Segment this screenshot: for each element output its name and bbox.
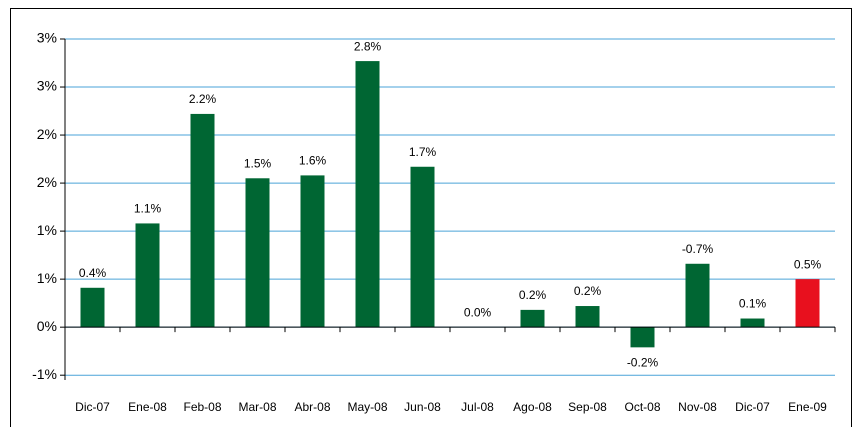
bar (300, 175, 325, 328)
y-tick-label: 2% (37, 126, 57, 142)
data-label: 0.2% (574, 284, 602, 298)
bar (685, 263, 710, 328)
y-tick-label: 3% (37, 78, 57, 94)
x-tick-label: Dic-07 (735, 400, 770, 414)
x-tick-label: Mar-08 (238, 400, 276, 414)
data-label: 1.6% (299, 154, 327, 168)
bar (190, 113, 215, 328)
x-tick-label: Dic-07 (75, 400, 110, 414)
x-tick-label: May-08 (347, 400, 387, 414)
bar (740, 318, 765, 328)
bar (355, 61, 380, 328)
x-tick-label: Jun-08 (404, 400, 441, 414)
data-label: -0.2% (627, 356, 659, 370)
data-label: 2.2% (189, 92, 217, 106)
data-label: 0.5% (794, 257, 822, 271)
y-tick-label: 3% (37, 30, 57, 46)
x-tick-label: Sep-08 (568, 400, 607, 414)
x-tick-label: Feb-08 (183, 400, 221, 414)
x-tick-label: Ene-09 (788, 400, 827, 414)
data-label: 1.5% (244, 156, 272, 170)
x-tick-label: Abr-08 (294, 400, 330, 414)
x-tick-label: Nov-08 (678, 400, 717, 414)
bar (795, 279, 820, 328)
data-label: 1.1% (134, 202, 162, 216)
y-tick-label: 1% (37, 222, 57, 238)
data-label: 0.4% (79, 266, 107, 280)
bar (245, 178, 270, 328)
data-label: -0.7% (682, 242, 714, 256)
x-tick-label: Ago-08 (513, 400, 552, 414)
data-label: 0.2% (519, 288, 547, 302)
bar (135, 223, 160, 328)
data-label: 0.0% (464, 305, 492, 319)
x-tick-label: Jul-08 (461, 400, 494, 414)
data-label: 0.1% (739, 297, 767, 311)
bar (80, 287, 105, 328)
y-tick-label: 1% (37, 270, 57, 286)
y-tick-label: 2% (37, 174, 57, 190)
bar (520, 309, 545, 328)
data-label: 2.8% (354, 39, 382, 53)
data-label: 1.7% (409, 145, 437, 159)
y-tick-label: 0% (37, 318, 57, 334)
y-tick-label: -1% (32, 366, 57, 382)
x-tick-label: Oct-08 (624, 400, 660, 414)
bar (575, 306, 600, 328)
x-tick-label: Ene-08 (128, 400, 167, 414)
bar (410, 166, 435, 328)
bar (630, 327, 655, 348)
